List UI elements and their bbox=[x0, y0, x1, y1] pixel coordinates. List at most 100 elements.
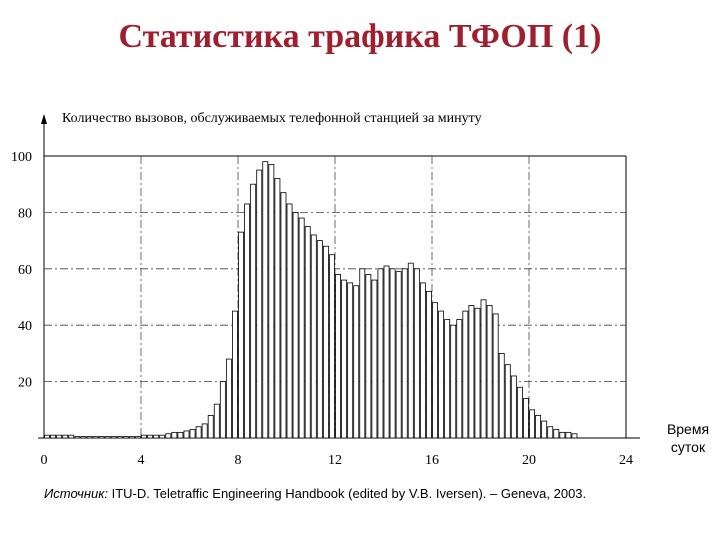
bar-68 bbox=[456, 319, 463, 439]
bar-27 bbox=[207, 415, 214, 439]
y-tick-label-80: 80 bbox=[18, 206, 32, 221]
bar-39 bbox=[280, 192, 287, 439]
y-tick-label-100: 100 bbox=[11, 150, 32, 165]
x-tick-label-0: 0 bbox=[41, 453, 48, 468]
bar-70 bbox=[468, 305, 475, 439]
bar-5 bbox=[74, 436, 81, 439]
bar-4 bbox=[68, 434, 75, 439]
bar-54 bbox=[371, 279, 378, 439]
bar-20 bbox=[165, 433, 172, 439]
bar-78 bbox=[516, 386, 523, 439]
bar-7 bbox=[86, 436, 93, 439]
bar-82 bbox=[541, 420, 548, 439]
x-axis-label-line2: суток bbox=[671, 439, 706, 455]
bar-44 bbox=[310, 234, 317, 439]
bar-30 bbox=[225, 358, 232, 439]
bar-62 bbox=[419, 282, 426, 439]
bar-81 bbox=[535, 415, 542, 439]
bar-55 bbox=[377, 268, 384, 439]
bar-36 bbox=[262, 161, 269, 439]
bar-35 bbox=[256, 169, 263, 439]
bar-59 bbox=[401, 268, 408, 439]
y-axis-label: Количество вызовов, обслуживаемых телефо… bbox=[62, 111, 482, 126]
bar-37 bbox=[268, 164, 275, 439]
x-tick-label-4: 4 bbox=[138, 453, 145, 468]
bar-6 bbox=[80, 436, 87, 439]
bar-50 bbox=[347, 282, 354, 439]
bar-53 bbox=[365, 274, 372, 439]
bar-34 bbox=[250, 183, 257, 439]
x-tick-label-8: 8 bbox=[235, 453, 242, 468]
bar-1 bbox=[50, 434, 57, 439]
bar-2 bbox=[56, 434, 63, 439]
bar-60 bbox=[407, 262, 414, 439]
y-tick-label-20: 20 bbox=[18, 376, 32, 391]
source-text: ITU-D. Teletraffic Engineering Handbook … bbox=[108, 486, 587, 501]
bar-56 bbox=[383, 265, 390, 439]
x-tick-label-16: 16 bbox=[425, 453, 439, 468]
bar-85 bbox=[559, 431, 566, 439]
bar-41 bbox=[292, 211, 299, 439]
bar-31 bbox=[232, 310, 238, 439]
source-label: Источник: bbox=[44, 486, 108, 501]
bar-83 bbox=[547, 426, 554, 439]
bar-38 bbox=[274, 178, 281, 439]
bar-64 bbox=[432, 302, 438, 439]
bar-48 bbox=[335, 274, 341, 439]
bar-63 bbox=[426, 290, 432, 439]
bar-77 bbox=[510, 375, 517, 439]
bar-67 bbox=[450, 324, 457, 439]
bar-49 bbox=[341, 279, 348, 439]
bar-10 bbox=[104, 436, 111, 439]
bar-12 bbox=[116, 436, 123, 439]
bar-28 bbox=[213, 403, 220, 439]
bar-72 bbox=[480, 299, 487, 439]
bar-46 bbox=[322, 245, 329, 439]
bar-26 bbox=[201, 423, 208, 439]
bar-45 bbox=[316, 240, 323, 439]
bar-73 bbox=[486, 305, 493, 439]
bar-18 bbox=[153, 434, 160, 439]
bar-24 bbox=[189, 429, 196, 439]
bar-40 bbox=[286, 203, 293, 439]
bar-33 bbox=[244, 203, 251, 439]
bar-61 bbox=[413, 268, 420, 439]
bar-15 bbox=[135, 436, 141, 439]
bar-47 bbox=[329, 254, 335, 439]
bar-87 bbox=[571, 433, 578, 439]
bar-69 bbox=[462, 310, 469, 439]
bar-0 bbox=[44, 434, 50, 439]
bar-13 bbox=[122, 436, 129, 439]
bar-74 bbox=[492, 313, 499, 439]
x-tick-label-12: 12 bbox=[328, 453, 342, 468]
bar-16 bbox=[141, 434, 147, 439]
bar-79 bbox=[523, 398, 529, 439]
x-tick-label-24: 24 bbox=[619, 453, 633, 468]
bar-8 bbox=[92, 436, 99, 439]
bar-58 bbox=[395, 271, 402, 439]
bar-22 bbox=[177, 431, 184, 439]
bar-9 bbox=[98, 436, 105, 439]
bar-32 bbox=[238, 231, 244, 439]
bar-76 bbox=[504, 364, 511, 439]
bar-3 bbox=[62, 434, 69, 439]
bar-42 bbox=[298, 217, 305, 439]
bar-57 bbox=[389, 268, 396, 439]
bar-17 bbox=[147, 434, 154, 439]
slide-title: Статистика трафика ТФОП (1) bbox=[118, 18, 602, 55]
bar-75 bbox=[498, 352, 505, 439]
bar-71 bbox=[474, 307, 481, 439]
bar-84 bbox=[553, 429, 560, 439]
bar-51 bbox=[353, 285, 360, 439]
bar-43 bbox=[304, 226, 311, 439]
bar-21 bbox=[171, 431, 178, 439]
y-axis-arrow bbox=[41, 114, 47, 124]
bar-14 bbox=[128, 436, 135, 439]
bar-80 bbox=[529, 409, 535, 439]
x-tick-label-20: 20 bbox=[522, 453, 536, 468]
bar-52 bbox=[359, 268, 366, 439]
bar-19 bbox=[159, 434, 166, 439]
bar-23 bbox=[183, 430, 190, 439]
bar-29 bbox=[219, 381, 226, 439]
